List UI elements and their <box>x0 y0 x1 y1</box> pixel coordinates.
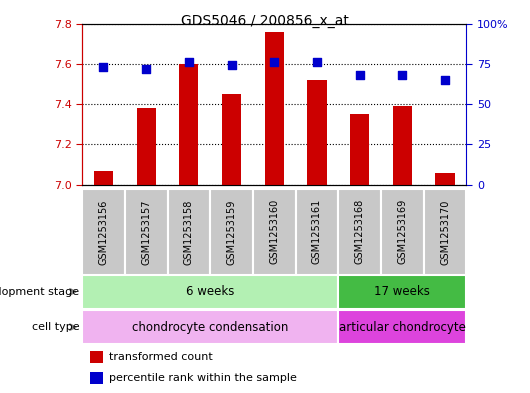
Point <box>270 59 279 65</box>
Bar <box>210 189 253 275</box>
Point <box>184 59 193 65</box>
Bar <box>423 189 466 275</box>
Text: GSM1253157: GSM1253157 <box>141 199 151 264</box>
Text: transformed count: transformed count <box>109 352 213 362</box>
Bar <box>167 189 210 275</box>
Point <box>441 77 449 83</box>
Text: GSM1253169: GSM1253169 <box>398 199 408 264</box>
Text: GSM1253160: GSM1253160 <box>269 199 279 264</box>
Bar <box>264 32 284 185</box>
Bar <box>90 351 103 363</box>
Bar <box>307 80 326 185</box>
Bar <box>94 171 113 185</box>
Text: GSM1253159: GSM1253159 <box>227 199 236 264</box>
Point <box>398 72 407 78</box>
Bar <box>82 275 338 309</box>
Text: GDS5046 / 200856_x_at: GDS5046 / 200856_x_at <box>181 14 349 28</box>
Text: GSM1253156: GSM1253156 <box>99 199 109 264</box>
Text: GSM1253170: GSM1253170 <box>440 199 450 264</box>
Bar <box>137 108 156 185</box>
Bar <box>222 94 241 185</box>
Bar <box>253 189 296 275</box>
Point <box>313 59 321 65</box>
Text: GSM1253158: GSM1253158 <box>184 199 194 264</box>
Bar <box>82 310 338 344</box>
Bar <box>381 189 423 275</box>
Text: articular chondrocyte: articular chondrocyte <box>339 321 466 334</box>
Bar <box>338 310 466 344</box>
Text: 17 weeks: 17 weeks <box>374 285 430 298</box>
Bar <box>82 189 125 275</box>
Point <box>356 72 364 78</box>
Text: chondrocyte condensation: chondrocyte condensation <box>132 321 288 334</box>
Point <box>227 62 236 69</box>
Text: development stage: development stage <box>0 287 80 297</box>
Text: GSM1253161: GSM1253161 <box>312 199 322 264</box>
Bar <box>90 372 103 384</box>
Bar <box>296 189 338 275</box>
Point <box>142 66 151 72</box>
Bar <box>179 64 199 185</box>
Point <box>99 64 108 70</box>
Text: 6 weeks: 6 weeks <box>186 285 234 298</box>
Bar <box>338 189 381 275</box>
Text: percentile rank within the sample: percentile rank within the sample <box>109 373 297 383</box>
Bar <box>350 114 369 185</box>
Bar <box>125 189 167 275</box>
Bar <box>338 275 466 309</box>
Bar <box>393 106 412 185</box>
Text: GSM1253168: GSM1253168 <box>355 199 365 264</box>
Bar <box>436 173 455 185</box>
Text: cell type: cell type <box>32 322 80 332</box>
